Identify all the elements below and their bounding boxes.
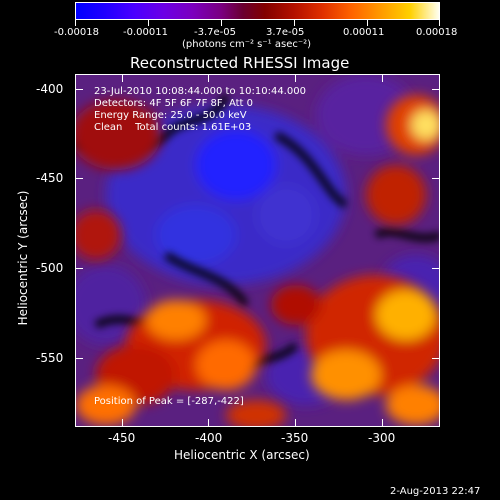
info-clean-counts: Clean Total counts: 1.61E+03 [94,122,252,133]
x-tick-label: -450 [108,431,136,445]
y-axis-label: Heliocentric Y (arcsec) [16,190,30,326]
x-tick-label: -350 [281,431,309,445]
y-tick-label: -550 [36,351,64,365]
plot-title: Reconstructed RHESSI Image [130,54,350,72]
colorbar-tick-label: -3.7e-05 [194,27,236,38]
y-tick-label: -500 [36,261,64,275]
y-tick-label: -450 [36,171,64,185]
colorbar-unit-label: (photons cm⁻² s⁻¹ asec⁻²) [182,39,312,50]
colorbar-tick-label: -0.00018 [54,27,99,38]
peak-position: Position of Peak = [-287,-422] [94,396,244,407]
colorbar [75,2,440,20]
rhessi-image-canvas [76,75,439,426]
y-tick-label: -400 [36,82,64,96]
colorbar-tick-label: 3.7e-05 [266,27,305,38]
colorbar-tick-label: -0.00011 [123,27,168,38]
x-tick-label: -400 [195,431,223,445]
x-axis-label: Heliocentric X (arcsec) [174,448,310,462]
info-time-range: 23-Jul-2010 10:08:44.000 to 10:10:44.000 [94,86,306,97]
x-tick-label: -300 [368,431,396,445]
info-detectors: Detectors: 4F 5F 6F 7F 8F, Att 0 [94,98,254,109]
colorbar-tick-label: 0.00011 [343,27,385,38]
footer-date: 2-Aug-2013 22:47 [390,486,481,497]
rhessi-image [75,74,440,427]
colorbar-tick-label: 0.00018 [416,27,458,38]
info-energy-range: Energy Range: 25.0 - 50.0 keV [94,110,247,121]
